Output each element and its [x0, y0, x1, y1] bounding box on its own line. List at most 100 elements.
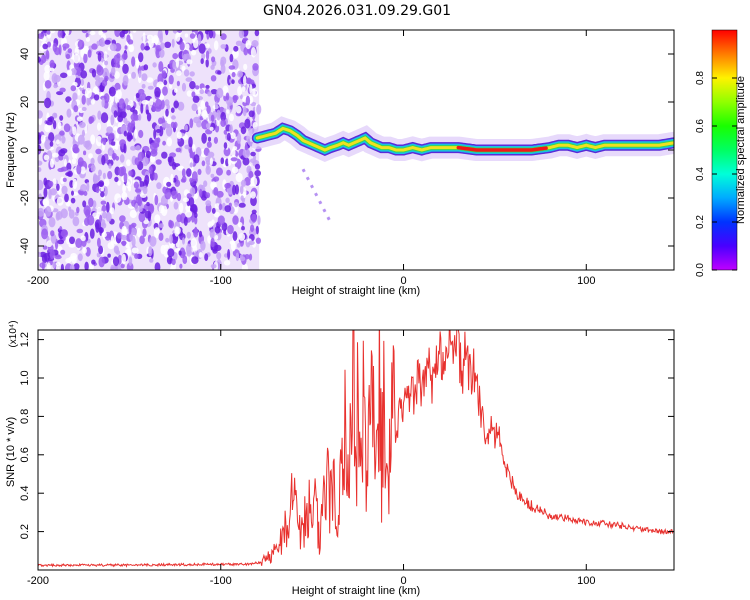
noise-speck — [74, 46, 79, 56]
noise-speck — [256, 104, 262, 115]
noise-speck — [55, 212, 60, 221]
noise-speck — [46, 30, 51, 35]
noise-speck — [89, 228, 95, 239]
noise-speck — [199, 188, 203, 198]
noise-speck — [48, 132, 55, 143]
noise-speck — [90, 134, 96, 145]
noise-speck — [181, 65, 186, 72]
noise-speck — [128, 170, 133, 177]
noise-speck — [40, 134, 46, 144]
noise-speck — [235, 172, 243, 183]
noise-speck — [96, 65, 104, 76]
noise-speck — [252, 88, 256, 97]
noise-speck — [101, 232, 107, 238]
x-axis-label: Height of straight line (km) — [292, 285, 420, 297]
noise-speck — [214, 244, 222, 252]
noise-speck — [103, 178, 110, 187]
noise-speck — [75, 62, 80, 68]
y-tick-label: 0.2 — [19, 524, 31, 539]
noise-speck — [55, 261, 61, 267]
noise-speck — [233, 45, 239, 52]
noise-speck — [153, 227, 160, 239]
noise-speck — [210, 89, 218, 95]
noise-speck — [163, 79, 168, 86]
noise-speck — [65, 257, 72, 264]
noise-speck — [165, 108, 169, 117]
noise-speck — [169, 220, 174, 229]
noise-speck — [216, 167, 223, 176]
noise-speck — [119, 60, 124, 67]
noise-speck — [210, 237, 215, 248]
noise-speck — [234, 201, 239, 208]
noise-speck — [225, 92, 230, 101]
noise-speck — [128, 256, 133, 267]
noise-speck — [250, 151, 256, 157]
noise-speck — [138, 206, 143, 213]
noise-speck — [69, 264, 75, 270]
noise-speck — [121, 191, 128, 201]
noise-speck — [72, 126, 77, 136]
noise-speck — [239, 256, 246, 262]
noise-speck — [255, 237, 261, 244]
noise-speck — [161, 151, 168, 159]
noise-speck — [244, 254, 250, 260]
noise-speck — [72, 92, 78, 102]
noise-speck — [141, 73, 148, 82]
noise-speck — [257, 215, 261, 226]
noise-speck — [241, 263, 248, 270]
noise-speck — [235, 184, 239, 195]
noise-speck — [108, 86, 116, 97]
noise-speck — [71, 190, 74, 196]
noise-speck — [102, 67, 109, 79]
noise-speck — [80, 70, 88, 79]
chart-title: GN04.2026.031.09.29.G01 — [262, 3, 452, 19]
noise-speck — [227, 249, 231, 260]
noise-speck — [207, 151, 215, 158]
noise-speck — [67, 48, 73, 54]
colorbar-tick-label: 0.2 — [695, 215, 706, 229]
noise-speck — [135, 145, 141, 151]
noise-speck — [122, 75, 129, 86]
noise-speck — [126, 105, 131, 111]
noise-speck — [42, 30, 48, 33]
noise-speck — [156, 137, 161, 143]
noise-speck — [93, 94, 100, 101]
noise-speck — [50, 188, 57, 196]
noise-speck — [173, 201, 179, 210]
noise-speck — [205, 58, 209, 68]
noise-speck — [160, 244, 166, 255]
noise-speck — [179, 247, 186, 259]
noise-speck — [207, 221, 214, 228]
noise-speck — [124, 98, 129, 107]
noise-speck — [201, 132, 207, 144]
noise-speck — [210, 64, 215, 70]
noise-speck — [168, 74, 174, 85]
noise-speck — [210, 75, 217, 82]
noise-speck — [232, 215, 239, 225]
noise-speck — [101, 204, 107, 212]
noise-speck — [214, 124, 220, 133]
noise-speck — [205, 200, 212, 207]
noise-speck — [217, 215, 225, 225]
noise-speck — [153, 128, 157, 140]
noise-speck — [250, 195, 257, 207]
noise-speck — [141, 100, 149, 105]
noise-speck — [223, 142, 228, 149]
noise-speck — [232, 231, 238, 242]
noise-speck — [220, 111, 226, 122]
noise-speck — [119, 154, 125, 163]
noise-speck — [171, 190, 178, 200]
noise-speck — [248, 240, 255, 245]
noise-speck — [190, 238, 198, 249]
noise-speck — [200, 240, 206, 251]
noise-speck — [166, 117, 172, 125]
noise-speck — [172, 30, 178, 34]
noise-speck — [251, 40, 259, 48]
noise-speck — [102, 30, 108, 33]
noise-speck — [88, 116, 93, 125]
noise-speck — [142, 156, 149, 167]
noise-speck — [86, 182, 90, 192]
noise-speck — [237, 86, 243, 96]
noise-speck — [121, 253, 126, 265]
noise-speck — [57, 167, 65, 173]
